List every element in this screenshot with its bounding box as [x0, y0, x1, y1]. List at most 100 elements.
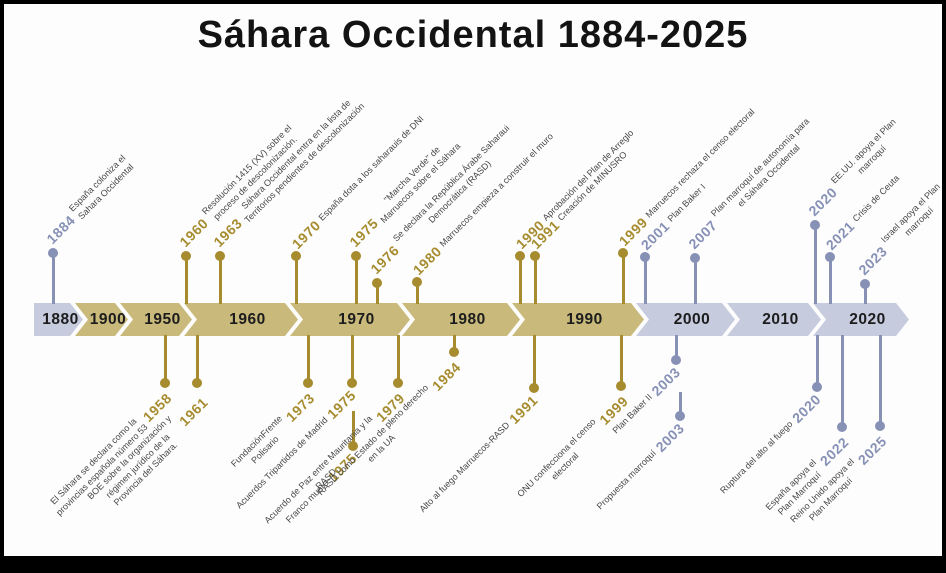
event-dot [875, 421, 885, 431]
event-dot [616, 381, 626, 391]
event-year: 1973 [282, 389, 318, 425]
timeline-segment-label: 2020 [849, 310, 886, 328]
event-year: 2020 [789, 391, 825, 427]
page-title: Sáhara Occidental 1884-2025 [197, 14, 749, 56]
timeline-segment-label: 1900 [89, 310, 127, 328]
event-stem [533, 256, 537, 304]
event-stem [621, 253, 625, 304]
event-dot [393, 378, 403, 388]
event-description: Propuesta marroquí [595, 448, 660, 513]
event-stem [863, 284, 867, 304]
event-dot [291, 251, 301, 261]
event-year: 1960 [176, 214, 212, 250]
event-dot [215, 251, 225, 261]
event-year: 1991 [506, 392, 542, 428]
event-description-line: Alto al fuego Marruecos-RASD [417, 420, 513, 515]
event-dot [515, 251, 525, 261]
event-stem [828, 257, 832, 304]
event-dot [449, 347, 459, 357]
event-stem [643, 257, 647, 304]
timeline-segment-1990: 1990 [512, 303, 644, 336]
timeline-segment-label: 1990 [566, 310, 603, 328]
event-dot [530, 251, 540, 261]
timeline-segment-label: 1950 [144, 310, 181, 328]
event-year: 2021 [822, 217, 858, 253]
timeline-segment-1960: 1960 [184, 303, 298, 336]
event-dot [192, 378, 202, 388]
event-stem [351, 411, 355, 447]
event-dot [812, 382, 822, 392]
timeline-segment-label: 1980 [449, 310, 486, 328]
event-dot [347, 378, 357, 388]
event-dot [48, 248, 58, 258]
event-dot [860, 279, 870, 289]
event-stem [415, 282, 419, 304]
timeline-segment-2010: 2010 [727, 303, 821, 336]
event-stem [532, 335, 536, 389]
event-stem [674, 335, 678, 361]
event-stem [619, 335, 623, 387]
event-stem [815, 335, 819, 388]
event-stem [354, 256, 358, 304]
event-description-line: Propuesta marroquí [594, 448, 659, 512]
timeline-segment-label: 2010 [762, 310, 799, 328]
event-stem [396, 335, 400, 384]
event-year: 2023 [855, 242, 891, 278]
event-stem [51, 253, 55, 304]
timeline-segment-label: 1880 [42, 310, 79, 328]
timeline-segment-1880: 1880 [34, 303, 83, 336]
timeline-segment-1980: 1980 [402, 303, 520, 336]
event-stem [813, 225, 817, 304]
event-stem [518, 256, 522, 304]
event-stem [163, 335, 167, 384]
timeline-segment-label: 1960 [229, 310, 266, 328]
event-dot [412, 277, 422, 287]
event-stem [306, 335, 310, 384]
event-year: 2020 [805, 183, 841, 219]
event-dot [372, 278, 382, 288]
timeline-segment-label: 2000 [673, 310, 711, 328]
event-stem [294, 256, 298, 304]
event-year: 1980 [409, 242, 445, 278]
event-stem [878, 335, 882, 427]
event-dot [837, 422, 847, 432]
event-dot [351, 251, 361, 261]
event-dot [671, 355, 681, 365]
timeline-canvas: Sáhara Occidental 1884-2025 1880 1900 1950… [4, 4, 942, 556]
event-stem [678, 392, 682, 417]
event-stem [184, 256, 188, 304]
event-stem [195, 335, 199, 384]
event-stem [452, 335, 456, 353]
event-dot [181, 251, 191, 261]
event-year: 1984 [428, 358, 464, 394]
event-year: 2025 [854, 432, 890, 468]
event-year: 1975 [346, 214, 382, 250]
event-description-line: electoral [549, 450, 581, 482]
event-year: 1970 [288, 216, 324, 252]
event-dot [160, 378, 170, 388]
event-dot [690, 253, 700, 263]
event-dot [529, 383, 539, 393]
timeline-segment-1950: 1950 [120, 303, 192, 336]
event-dot [640, 252, 650, 262]
event-dot [675, 411, 685, 421]
event-dot [348, 441, 358, 451]
event-description: Alto al fuego Marruecos-RASD [418, 420, 513, 515]
event-year: 1976 [367, 241, 403, 277]
event-stem [375, 283, 379, 304]
event-year: 2003 [652, 420, 688, 456]
event-description: ONU confecciona el censo electoral [515, 417, 607, 509]
event-dot [825, 252, 835, 262]
event-stem [218, 256, 222, 304]
event-year: 2007 [685, 216, 721, 252]
event-year: 1884 [43, 211, 79, 247]
timeline-segment-1970: 1970 [290, 303, 410, 336]
event-year: 1961 [176, 393, 212, 429]
event-stem [693, 258, 697, 304]
event-stem [350, 335, 354, 384]
timeline-segment-2000: 2000 [636, 303, 735, 336]
event-dot [618, 248, 628, 258]
event-description: España coloniza el Sahara Occidental [67, 152, 137, 222]
timeline-segment-label: 1970 [338, 310, 375, 328]
